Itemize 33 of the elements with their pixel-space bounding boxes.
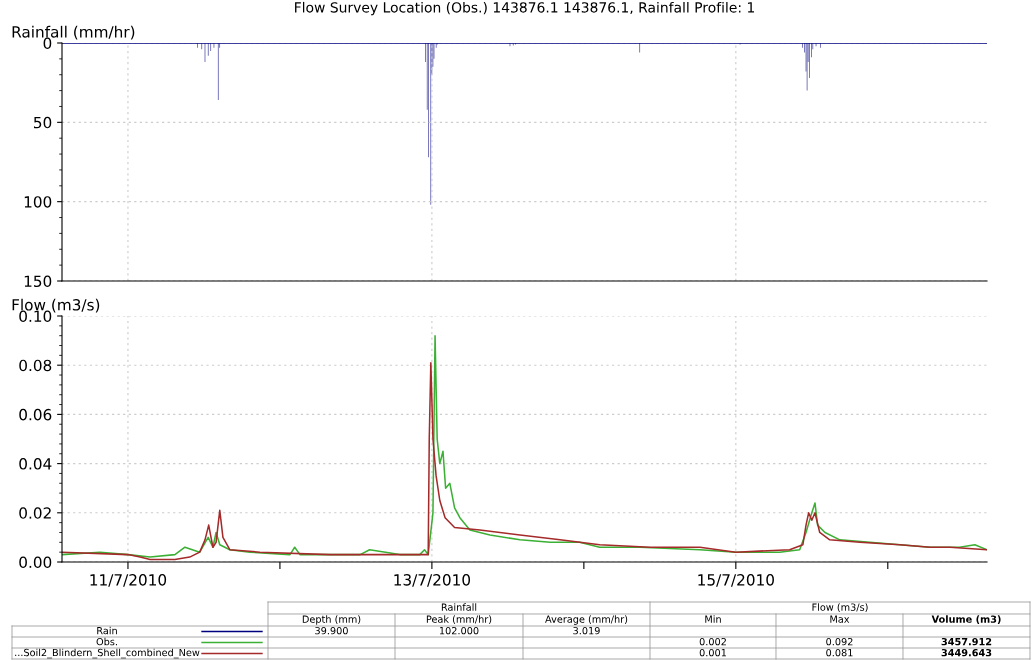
y-tick-label: 50	[34, 116, 52, 129]
text: Flow (m3/s)	[812, 603, 868, 612]
y-tick-label: 0.04	[19, 458, 52, 470]
text: 0.002	[699, 637, 726, 646]
y-tick-label: 0.06	[19, 408, 52, 421]
category-label: Min	[705, 615, 721, 623]
text: 0.001	[699, 648, 727, 657]
category-label: Volume (m3)	[931, 615, 1001, 624]
category-label: Max	[830, 615, 850, 623]
text: 0.081	[826, 648, 853, 657]
category-label: Obs.	[96, 637, 117, 646]
y-tick-label: 0.02	[19, 507, 51, 519]
chart-title: Flow Survey Location (Obs.) 143876.1 143876.1, Rainfall Profile: 1	[295, 1, 755, 16]
text: Rainfall	[441, 603, 477, 611]
category-label: Rain	[97, 626, 117, 635]
y-tick-label: 0.00	[19, 556, 52, 569]
y-tick-label: 0.08	[19, 359, 52, 372]
category-label: Depth (mm)	[302, 615, 361, 625]
text: 3457.912	[941, 637, 992, 646]
category-label: ...Soil2_Blindern_Shell_combined_New	[15, 648, 200, 659]
y-tick-label: 150	[24, 275, 52, 288]
text: 3449.643	[941, 648, 992, 657]
text: 102.000	[439, 626, 479, 635]
y-tick-label: 100	[24, 196, 52, 208]
text: 3.019	[573, 626, 600, 635]
x-tick-label: 15/7/2010	[698, 574, 774, 587]
text: 39.900	[315, 626, 348, 635]
x-tick-label: 13/7/2010	[394, 574, 471, 587]
x-tick-label: 11/7/2010	[90, 574, 167, 587]
y-tick-label: 0	[43, 37, 52, 50]
category-label: Average (mm/hr)	[545, 615, 628, 625]
category-label: Peak (mm/hr)	[426, 615, 492, 624]
text: 0.092	[826, 637, 853, 646]
